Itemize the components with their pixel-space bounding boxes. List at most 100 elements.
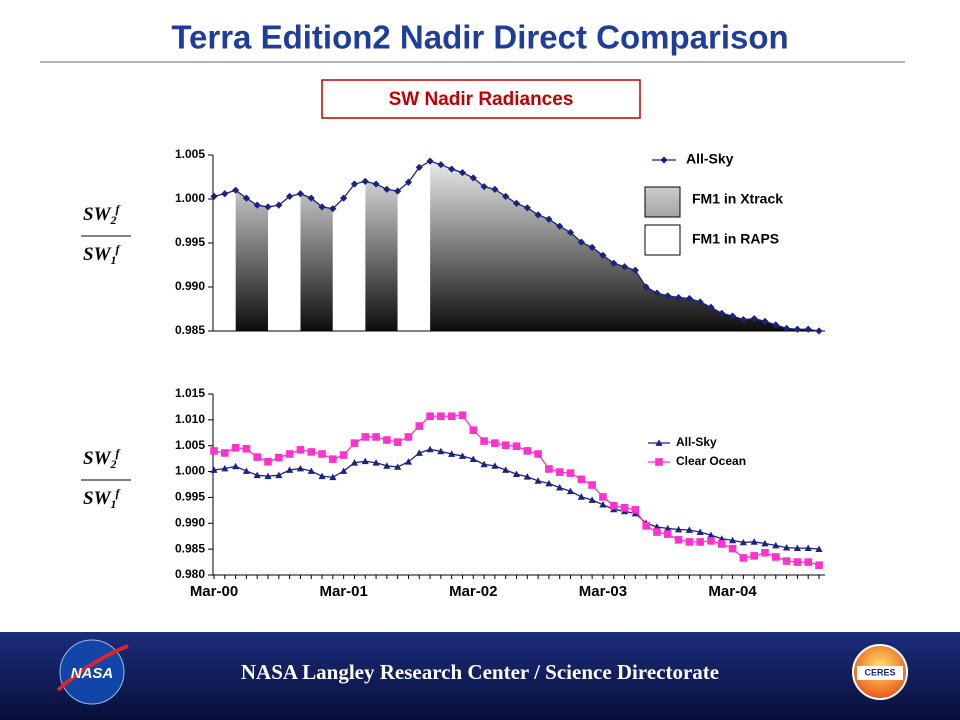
marker [318, 203, 326, 211]
marker [264, 472, 272, 480]
marker [383, 436, 391, 444]
y-tick-label: 0.995 [175, 235, 205, 249]
marker [739, 315, 747, 324]
footer-text: NASA Langley Research Center / Science D… [241, 660, 719, 684]
y-tick-label: 1.000 [175, 464, 205, 478]
marker [631, 266, 639, 274]
marker [674, 293, 683, 302]
marker [793, 325, 801, 333]
marker [718, 309, 726, 317]
marker [426, 445, 434, 453]
marker [285, 450, 294, 458]
marker [685, 294, 693, 303]
x-tick-label: Mar-03 [579, 583, 627, 600]
marker [437, 447, 445, 455]
marker [469, 455, 477, 463]
y-tick-label: 1.015 [175, 386, 205, 400]
marker [426, 157, 434, 165]
marker [512, 470, 521, 478]
marker [772, 321, 780, 329]
marker [447, 412, 456, 421]
marker [426, 412, 434, 421]
marker [469, 426, 478, 434]
marker [664, 524, 672, 532]
marker [566, 228, 575, 237]
marker [491, 439, 499, 447]
marker [448, 450, 456, 457]
marker [383, 185, 391, 193]
marker [556, 484, 564, 491]
marker [599, 501, 607, 508]
marker [717, 540, 726, 548]
y-tick-label: 0.980 [175, 567, 205, 581]
marker [350, 459, 359, 466]
marker [750, 552, 758, 560]
area [235, 161, 819, 331]
slide-title: Terra Edition2 Nadir Direct Comparison [171, 19, 788, 56]
marker [804, 558, 812, 566]
marker [599, 251, 607, 259]
marker [620, 263, 629, 271]
marker [404, 433, 413, 441]
marker [329, 473, 337, 481]
x-tick-label: Mar-01 [319, 583, 367, 600]
marker [210, 447, 218, 455]
marker [361, 457, 369, 465]
marker [242, 194, 251, 202]
y-tick-label: 0.985 [175, 323, 205, 337]
marker [415, 163, 423, 171]
marker [501, 441, 510, 449]
y-tick-label: 1.005 [175, 147, 205, 161]
marker [782, 543, 791, 551]
marker [339, 451, 348, 459]
legend-marker [660, 156, 668, 164]
marker [307, 467, 315, 474]
marker [480, 460, 488, 468]
y-axis-label-part: f [115, 486, 120, 500]
marker [296, 464, 305, 472]
marker [696, 528, 704, 535]
marker [761, 317, 769, 325]
y-axis-label-part: SW [83, 448, 112, 469]
marker [815, 327, 823, 335]
legend-label: FM1 in Xtrack [692, 191, 783, 207]
marker [372, 180, 380, 188]
legend-swatch [644, 186, 681, 218]
legend-label: All-Sky [686, 151, 734, 167]
marker [415, 422, 424, 430]
marker [340, 194, 348, 202]
y-axis-label: SW2f [83, 446, 120, 471]
y-tick-label: 0.990 [175, 279, 205, 293]
marker [782, 557, 791, 565]
marker [663, 530, 672, 538]
marker [512, 199, 521, 207]
legend-swatch [644, 224, 681, 256]
legend-label: Clear Ocean [676, 454, 746, 468]
nasa-swoosh [56, 644, 129, 692]
marker [577, 475, 586, 484]
marker [655, 439, 663, 446]
marker [502, 192, 510, 200]
marker [318, 472, 326, 480]
marker [718, 535, 726, 542]
marker [372, 459, 380, 466]
marker [307, 448, 316, 456]
marker [437, 161, 445, 169]
y-tick-label: 1.010 [175, 412, 205, 426]
marker [545, 465, 553, 473]
marker [696, 298, 704, 306]
marker [253, 453, 262, 461]
marker [469, 174, 477, 182]
y-axis-label-part: SW [83, 488, 112, 509]
marker [296, 446, 305, 454]
marker [545, 215, 553, 223]
nasa-logo-text: NASA [71, 665, 114, 682]
marker [318, 450, 326, 458]
legend-label: All-Sky [676, 435, 717, 449]
y-tick-label: 0.985 [175, 541, 205, 555]
marker [631, 506, 640, 514]
panel-title: SW Nadir Radiances [389, 89, 574, 110]
marker [782, 324, 791, 332]
marker [739, 538, 747, 546]
marker [566, 469, 575, 477]
